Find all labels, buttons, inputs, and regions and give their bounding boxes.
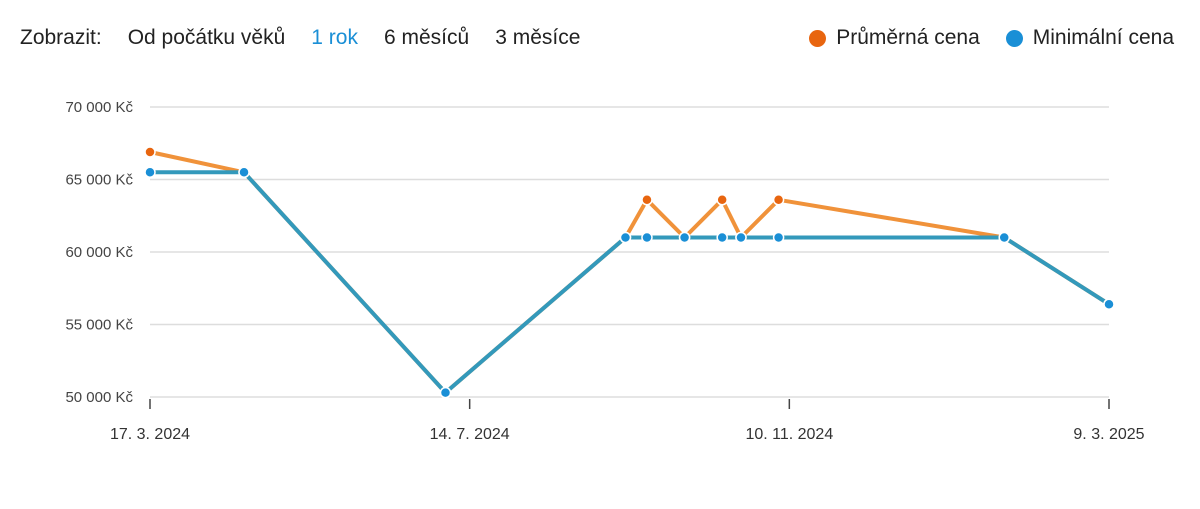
data-point-minimum-price[interactable] (678, 231, 691, 244)
range-label: Zobrazit: (20, 26, 102, 49)
data-point-minimum-price[interactable] (735, 231, 747, 244)
data-point-average-price[interactable] (772, 194, 785, 206)
chart-legend: Průměrná cena Minimální cena (783, 22, 1174, 54)
range-toolbar: Zobrazit: Od počátku věků 1 rok 6 měsíců… (20, 22, 606, 54)
data-point-minimum-price[interactable] (144, 166, 156, 178)
y-tick-label: 70 000 Kč (65, 99, 133, 116)
data-point-minimum-price[interactable] (641, 231, 653, 244)
legend-dot-average-price (809, 29, 827, 47)
y-tick-label: 50 000 Kč (65, 389, 133, 406)
data-point-average-price[interactable] (641, 194, 653, 206)
data-point-minimum-price[interactable] (619, 231, 632, 244)
x-tick-label: 9. 3. 2025 (1073, 426, 1144, 443)
series-lines (148, 150, 1111, 395)
y-tick-label: 60 000 Kč (65, 244, 133, 261)
data-point-minimum-price[interactable] (716, 231, 728, 244)
legend-dot-minimum-price (1005, 29, 1023, 47)
data-point-average-price[interactable] (144, 146, 156, 158)
x-tick-label: 17. 3. 2024 (110, 426, 190, 443)
data-point-minimum-price[interactable] (439, 386, 452, 399)
y-tick-label: 65 000 Kč (65, 172, 133, 189)
series-markers (144, 146, 1115, 399)
data-point-minimum-price[interactable] (238, 166, 250, 178)
data-point-minimum-price[interactable] (998, 231, 1010, 244)
x-tick-label: 14. 7. 2024 (430, 426, 510, 443)
legend-label-average-price: Průměrná cena (836, 26, 980, 49)
x-axis: 17. 3. 2024 14. 7. 2024 10. 11. 2024 9. 3. … (110, 399, 1145, 443)
range-option-1-year[interactable]: 1 rok (311, 26, 358, 49)
series-line-average-price (148, 150, 1111, 395)
data-point-average-price[interactable] (716, 194, 728, 206)
grid-lines: 70 000 Kč 65 000 Kč 60 000 Kč 55 000 Kč 50 0… (65, 99, 1109, 406)
range-option-all-time[interactable]: Od počátku věků (127, 26, 286, 49)
legend-item-average-price[interactable]: Průměrná cena (809, 26, 980, 50)
range-option-6-months[interactable]: 6 měsíců (383, 26, 470, 49)
data-point-minimum-price[interactable] (1103, 298, 1115, 310)
x-tick-label: 10. 11. 2024 (745, 426, 833, 443)
range-option-3-months[interactable]: 3 měsíce (495, 26, 581, 49)
legend-label-minimum-price: Minimální cena (1032, 26, 1174, 49)
y-tick-label: 55 000 Kč (65, 317, 133, 334)
legend-item-minimum-price[interactable]: Minimální cena (1005, 26, 1174, 50)
series-line-minimum-price (148, 170, 1111, 395)
data-point-minimum-price[interactable] (772, 231, 785, 244)
